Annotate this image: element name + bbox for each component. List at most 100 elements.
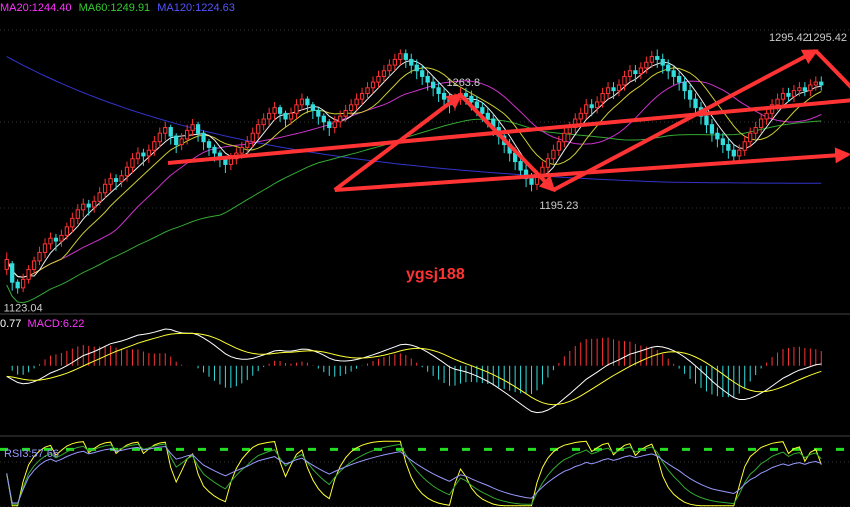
price-label: 1295.42 [807,32,847,44]
candle-down [720,138,726,146]
candle-up [152,141,157,151]
candle-up [179,138,184,146]
candle-up [567,127,572,134]
candle-up [808,84,813,92]
watermark: ygsj188 [406,266,465,283]
candle-up [343,109,348,117]
candle-down [731,149,736,157]
candle-down [305,98,310,106]
candle-up [594,101,600,109]
candle-down [420,70,425,77]
candle-down [316,109,321,117]
candle-down [10,263,15,283]
candle-down [15,281,20,289]
candle-up [737,149,742,157]
candle-down [693,98,698,109]
candle-up [102,183,108,194]
candle-down [660,58,665,66]
candle-up [370,81,376,89]
candle-up [26,268,31,280]
candle-up [359,92,365,100]
candle-up [294,104,299,114]
candle-up [649,56,654,63]
candle-up [365,87,370,94]
macd-dif-line [6,328,822,414]
price-label: 1263.8 [446,77,480,89]
candle-down [425,75,430,83]
candle-down [414,64,419,72]
candle-up [338,115,343,123]
ma60-legend: MA60:1249.91 [78,2,151,14]
candle-up [578,112,583,120]
candle-down [206,141,212,148]
ma20-legend: MA20:1244.40 [0,2,72,14]
candle-up [627,70,633,77]
candle-down [310,104,316,111]
candle-down [676,75,682,83]
candle-up [797,87,802,92]
candle-up [157,132,162,143]
candle-up [4,258,9,270]
rsi-legend: RSI3:57.66 [4,448,60,460]
trend-arrow [552,49,819,192]
candle-up [381,70,387,77]
candle-up [37,251,42,262]
candle-down [715,132,720,140]
candle-down [726,144,731,151]
candle-up [48,237,53,245]
candle-up [616,84,622,92]
candle-up [638,67,644,75]
candle-down [474,101,480,109]
ma5-line [6,59,822,278]
candle-up [70,217,75,228]
candle-up [644,61,649,69]
candle-down [441,92,447,100]
candle-up [288,112,294,120]
candle-up [124,166,130,177]
candle-up [392,58,398,66]
candle-down [485,112,490,120]
trend-arrow [167,98,850,165]
candle-down [611,87,616,92]
candle-up [163,127,168,134]
candle-down [463,92,469,97]
candle-up [146,149,152,157]
candle-up [398,53,403,60]
candle-up [190,124,195,131]
candle-down [518,161,523,171]
candle-up [764,112,769,120]
candle-up [42,243,48,253]
trend-arrow [814,49,850,89]
candle-down [704,115,709,126]
candle-up [354,98,359,106]
candle-up [758,118,764,129]
ma120-line [6,56,822,184]
candle-down [786,92,791,97]
candle-up [387,64,392,72]
candle-up [31,260,37,270]
candle-down [174,135,179,146]
candle-up [600,92,605,103]
indicator-legend: MA20:1244.40 MA60:1249.91 MA120:1224.63 [0,2,235,14]
candle-down [53,237,59,242]
candle-down [436,87,441,94]
candle-up [266,112,272,120]
candle-up [245,141,250,148]
candle-up [261,118,266,126]
candle-down [655,56,660,60]
candle-up [81,203,86,211]
candle-up [135,152,141,160]
candle-up [64,226,70,236]
dif-value: 0.77 [0,318,22,330]
candle-down [277,107,283,114]
macd-legend: 0.77 MACD:6.22 [0,318,84,330]
candle-down [802,87,808,92]
candle-up [605,87,611,94]
candle-up [299,98,305,106]
candle-down [589,104,594,109]
candle-down [113,178,119,182]
candle-up [20,278,26,289]
candle-up [108,178,113,185]
candle-up [556,141,562,151]
